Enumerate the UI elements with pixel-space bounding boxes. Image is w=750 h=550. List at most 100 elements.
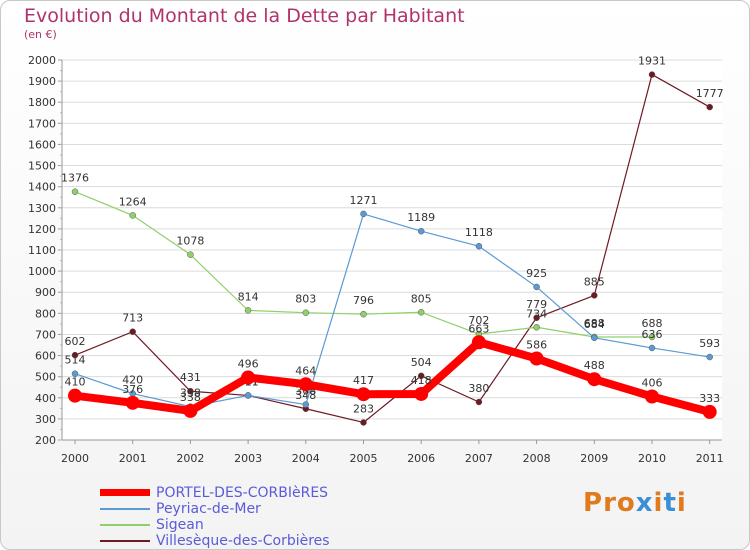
data-point	[706, 353, 713, 361]
data-point	[129, 212, 136, 219]
data-point	[645, 389, 659, 404]
data-label: 431	[180, 371, 201, 384]
data-point	[68, 388, 82, 403]
data-label: 779	[526, 298, 547, 311]
series-line	[74, 213, 711, 408]
proxiti-logo: Proxiti	[583, 488, 687, 518]
data-label: 702	[468, 314, 489, 327]
data-label: 410	[65, 376, 86, 389]
data-point	[471, 335, 486, 350]
data-point	[475, 242, 483, 250]
data-point	[591, 292, 598, 299]
x-tick-label: 2007	[465, 452, 493, 465]
y-tick-label: 200	[35, 434, 56, 447]
y-tick-label: 800	[35, 307, 56, 320]
data-point	[648, 71, 656, 78]
x-tick-label: 2004	[292, 452, 320, 465]
x-tick-label: 2000	[61, 452, 89, 465]
data-point	[244, 307, 252, 314]
y-tick-label: 600	[35, 350, 56, 363]
data-point	[183, 403, 198, 418]
data-label: 684	[584, 318, 605, 331]
data-label: 713	[122, 312, 143, 325]
data-point	[475, 398, 483, 406]
legend-label: Sigean	[156, 517, 204, 533]
chart-title: Evolution du Montant de la Dette par Hab…	[24, 5, 465, 27]
y-tick-label: 1500	[28, 160, 56, 173]
data-point	[706, 103, 713, 111]
data-label: 376	[122, 383, 143, 396]
data-label: 814	[238, 290, 259, 303]
series-line	[74, 73, 711, 424]
data-label: 417	[353, 374, 374, 387]
data-point	[187, 387, 194, 395]
data-point	[360, 210, 367, 218]
data-label: 283	[353, 402, 374, 415]
y-tick-label: 2000	[28, 54, 56, 67]
data-point	[244, 392, 252, 399]
data-point	[533, 314, 540, 322]
data-label: 488	[584, 359, 605, 372]
y-tick-label: 900	[35, 286, 56, 299]
legend-label: Villesèque-des-Corbières	[156, 533, 330, 549]
data-label: 602	[65, 335, 86, 348]
data-label: 1931	[638, 55, 666, 68]
data-point	[414, 386, 429, 401]
data-point	[417, 372, 425, 380]
data-point	[648, 333, 656, 341]
data-label: 925	[526, 267, 547, 280]
data-point	[702, 404, 717, 419]
x-tick-label: 2003	[234, 452, 262, 465]
data-label: 1271	[350, 194, 378, 207]
data-point	[360, 419, 367, 426]
y-tick-label: 300	[35, 413, 56, 426]
data-label: 514	[65, 354, 86, 367]
y-tick-label: 1300	[28, 202, 56, 215]
x-tick-label: 2010	[638, 452, 666, 465]
y-tick-label: 500	[35, 371, 56, 384]
data-label: 805	[411, 292, 432, 305]
y-tick-label: 400	[35, 392, 56, 405]
data-label: 1118	[465, 226, 493, 239]
data-point	[533, 283, 540, 291]
data-point	[129, 328, 136, 335]
y-tick-label: 1100	[28, 244, 56, 257]
data-label: 1189	[407, 211, 435, 224]
data-label: 380	[468, 382, 489, 395]
series-line	[71, 338, 714, 416]
legend-swatch	[100, 489, 150, 496]
y-tick-label: 1600	[28, 138, 56, 151]
y-tick-label: 1800	[28, 96, 56, 109]
data-label: 586	[526, 339, 547, 352]
y-tick-label: 1900	[28, 75, 56, 88]
data-point	[71, 351, 79, 359]
data-point	[591, 334, 598, 342]
data-point	[302, 309, 310, 316]
x-tick-label: 2002	[176, 452, 204, 465]
data-label: 333	[699, 392, 720, 405]
legend-swatch	[100, 524, 150, 526]
x-tick-label: 2006	[407, 452, 435, 465]
y-tick-label: 700	[35, 328, 56, 341]
x-tick-label: 2008	[523, 452, 551, 465]
data-label: 464	[295, 364, 316, 377]
x-tick-label: 2001	[119, 452, 147, 465]
data-point	[71, 188, 79, 195]
data-label: 338	[180, 391, 201, 404]
data-point	[125, 395, 140, 410]
data-label: 358	[180, 387, 201, 400]
data-label: 803	[295, 293, 316, 306]
data-point	[302, 401, 310, 408]
data-label: 734	[526, 307, 547, 320]
data-point	[533, 324, 540, 331]
data-point	[187, 251, 194, 258]
data-label: 688	[642, 317, 663, 330]
y-tick-label: 1200	[28, 223, 56, 236]
data-point	[587, 372, 602, 387]
data-point	[529, 351, 544, 366]
data-label: 1777	[696, 87, 724, 100]
data-point	[360, 310, 367, 318]
data-point	[417, 227, 425, 235]
data-label: 636	[642, 328, 663, 341]
